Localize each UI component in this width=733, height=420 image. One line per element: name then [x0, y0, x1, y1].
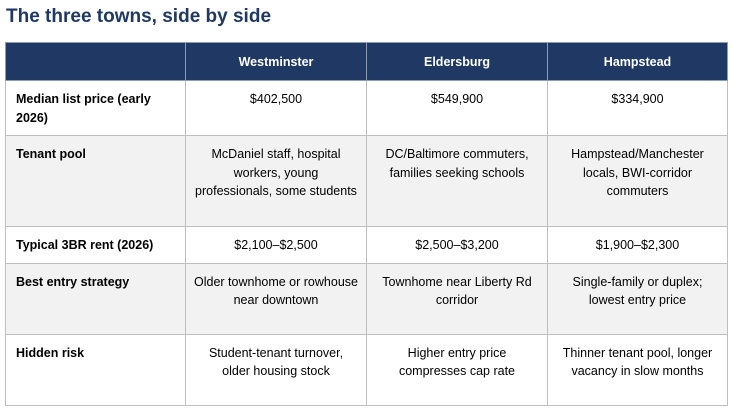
table-row-hidden-risk: Hidden risk Student-tenant turnover, old… [5, 333, 728, 406]
cell-eldersburg: Higher entry price compresses cap rate [366, 333, 548, 406]
cell-hampstead: Single-family or duplex; lowest entry pr… [547, 262, 728, 335]
cell-eldersburg: Townhome near Liberty Rd corridor [366, 262, 548, 335]
page-title: The three towns, side by side [6, 6, 272, 27]
cell-hampstead: $334,900 [547, 80, 728, 136]
column-header-hampstead: Hampstead [547, 42, 728, 81]
cell-westminster: Student-tenant turnover, older housing s… [185, 333, 367, 406]
cell-eldersburg: $2,500–$3,200 [366, 226, 548, 264]
row-label: Median list price (early 2026) [5, 80, 186, 136]
cell-hampstead: $1,900–$2,300 [547, 226, 728, 264]
cell-hampstead: Hampstead/Manchester locals, BWI-corrido… [547, 135, 728, 227]
row-label: Best entry strategy [5, 262, 186, 335]
comparison-table: Westminster Eldersburg Hampstead Median … [5, 42, 728, 406]
column-header-eldersburg: Eldersburg [366, 42, 548, 81]
table-row-typical-rent: Typical 3BR rent (2026) $2,100–$2,500 $2… [5, 226, 728, 264]
cell-westminster: McDaniel staff, hospital workers, young … [185, 135, 367, 227]
cell-eldersburg: DC/Baltimore commuters, families seeking… [366, 135, 548, 227]
cell-westminster: $402,500 [185, 80, 367, 136]
table-row-median-list-price: Median list price (early 2026) $402,500 … [5, 80, 728, 136]
table-row-best-entry-strategy: Best entry strategy Older townhome or ro… [5, 262, 728, 335]
column-header-westminster: Westminster [185, 42, 367, 81]
row-label: Tenant pool [5, 135, 186, 227]
cell-westminster: $2,100–$2,500 [185, 226, 367, 264]
column-header-blank [5, 42, 186, 81]
cell-eldersburg: $549,900 [366, 80, 548, 136]
cell-westminster: Older townhome or rowhouse near downtown [185, 262, 367, 335]
row-label: Typical 3BR rent (2026) [5, 226, 186, 264]
row-label: Hidden risk [5, 333, 186, 406]
table-header-row: Westminster Eldersburg Hampstead [5, 42, 728, 81]
cell-hampstead: Thinner tenant pool, longer vacancy in s… [547, 333, 728, 406]
table-row-tenant-pool: Tenant pool McDaniel staff, hospital wor… [5, 135, 728, 227]
